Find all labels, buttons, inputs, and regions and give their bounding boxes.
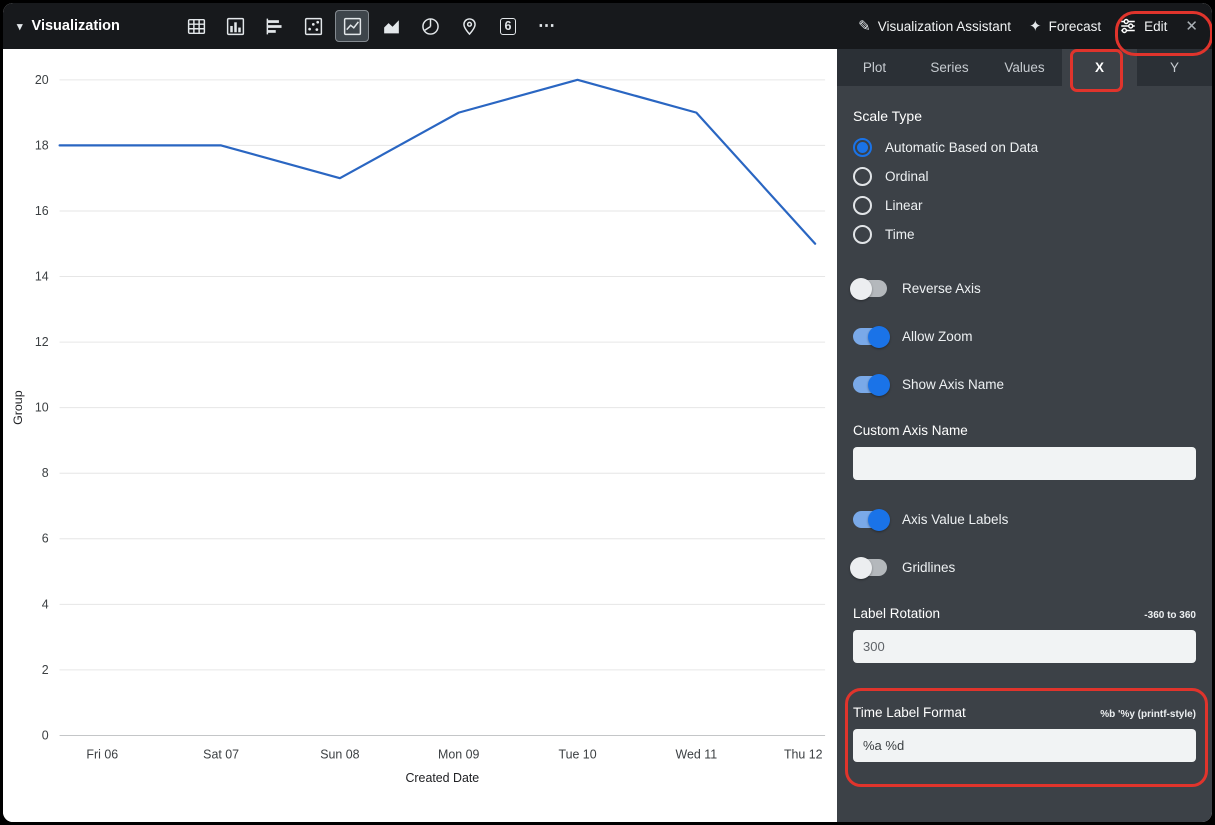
toggle-reverse-axis[interactable]: Reverse Axis <box>850 277 1196 300</box>
area-chart-button[interactable] <box>374 10 408 42</box>
sparkle-icon: ✦ <box>1029 18 1042 35</box>
close-icon[interactable]: ✕ <box>1185 18 1198 35</box>
more-chart-types-button[interactable]: ⋯ <box>530 10 564 42</box>
toggle-switch <box>850 556 887 579</box>
chart-type-switcher: 6 ⋯ <box>179 10 564 42</box>
label-rotation-field: Label Rotation -360 to 360 <box>853 606 1196 663</box>
time-label-format-hint: %b '%y (printf-style) <box>1100 709 1196 720</box>
area-chart-icon <box>383 19 399 33</box>
visualization-assistant-button[interactable]: ✎ Visualization Assistant <box>858 17 1011 35</box>
line-chart-area[interactable]: 0 2 4 6 8 10 12 14 16 18 20 Fri 06 Sat 07 Sun 08 Mon 0… <box>3 49 837 822</box>
panel-tabs: Plot Series Values X Y <box>837 49 1212 86</box>
visualization-dropdown[interactable]: ▾ Visualization <box>17 18 169 34</box>
radio-icon <box>853 138 872 157</box>
more-options-icon: ⋯ <box>538 16 556 35</box>
svg-text:4: 4 <box>42 597 49 611</box>
toggle-show-axis-name[interactable]: Show Axis Name <box>853 373 1196 396</box>
single-value-button[interactable]: 6 <box>491 10 525 42</box>
svg-text:6: 6 <box>42 532 49 546</box>
toggle-gridlines[interactable]: Gridlines <box>850 556 1196 579</box>
toolbar-right-group: ✎ Visualization Assistant ✦ Forecast Edi… <box>858 17 1198 35</box>
line-chart-button[interactable] <box>335 10 369 42</box>
svg-text:8: 8 <box>42 466 49 480</box>
radio-icon <box>853 196 872 215</box>
svg-text:Mon 09: Mon 09 <box>438 747 479 761</box>
toggle-axis-value-labels[interactable]: Axis Value Labels <box>853 508 1196 531</box>
visualization-toolbar: ▾ Visualization <box>3 3 1212 49</box>
pie-chart-button[interactable] <box>413 10 447 42</box>
line-chart-svg: 0 2 4 6 8 10 12 14 16 18 20 Fri 06 Sat 07 Sun 08 Mon 0… <box>11 73 826 785</box>
tab-plot[interactable]: Plot <box>837 49 912 86</box>
svg-text:12: 12 <box>35 335 49 349</box>
custom-axis-name-label: Custom Axis Name <box>853 423 968 438</box>
bar-chart-icon <box>266 18 282 34</box>
tab-x[interactable]: X <box>1062 49 1137 86</box>
tab-y[interactable]: Y <box>1137 49 1212 86</box>
svg-text:Wed 11: Wed 11 <box>676 747 718 761</box>
label-rotation-input[interactable] <box>853 630 1196 663</box>
toggle-switch <box>853 508 890 531</box>
radio-linear[interactable]: Linear <box>853 191 1196 220</box>
label-rotation-hint: -360 to 360 <box>1144 610 1196 621</box>
label-rotation-label: Label Rotation <box>853 606 941 621</box>
line-chart-icon <box>343 17 361 35</box>
svg-text:Thu 12: Thu 12 <box>784 747 823 761</box>
column-chart-button[interactable] <box>218 10 252 42</box>
app-window: ▾ Visualization <box>3 3 1212 822</box>
scatter-plot-button[interactable] <box>296 10 330 42</box>
panel-body: Scale Type Automatic Based on Data Ordin… <box>837 86 1212 762</box>
time-label-format-label: Time Label Format <box>853 705 966 720</box>
svg-text:20: 20 <box>35 73 49 87</box>
forecast-button[interactable]: ✦ Forecast <box>1029 17 1101 35</box>
radio-time[interactable]: Time <box>853 220 1196 249</box>
custom-axis-name-field: Custom Axis Name <box>853 423 1196 480</box>
tab-series[interactable]: Series <box>912 49 987 86</box>
pie-chart-icon <box>421 17 439 35</box>
bar-chart-button[interactable] <box>257 10 291 42</box>
map-pin-icon <box>462 17 476 35</box>
toggle-switch <box>850 277 887 300</box>
table-chart-button[interactable] <box>179 10 213 42</box>
forecast-label: Forecast <box>1048 18 1102 34</box>
svg-text:Sat 07: Sat 07 <box>203 747 239 761</box>
svg-text:2: 2 <box>42 663 49 677</box>
column-chart-icon <box>226 17 244 35</box>
svg-text:Fri 06: Fri 06 <box>86 747 118 761</box>
edit-panel: Plot Series Values X Y Scale Type Automa… <box>837 49 1212 822</box>
toggle-allow-zoom[interactable]: Allow Zoom <box>853 325 1196 348</box>
visualization-title: Visualization <box>31 18 120 34</box>
svg-text:Group: Group <box>11 390 25 425</box>
caret-down-icon: ▾ <box>17 20 23 33</box>
time-label-format-field: Time Label Format %b '%y (printf-style) <box>853 705 1196 762</box>
svg-text:10: 10 <box>35 401 49 415</box>
radio-icon <box>853 167 872 186</box>
toggle-switch <box>853 373 890 396</box>
edit-button[interactable]: Edit <box>1119 17 1167 35</box>
svg-text:Created Date: Created Date <box>405 771 479 785</box>
radio-icon <box>853 225 872 244</box>
svg-text:Tue 10: Tue 10 <box>558 747 596 761</box>
scale-type-label: Scale Type <box>853 108 923 124</box>
table-icon <box>187 18 205 34</box>
svg-text:16: 16 <box>35 204 49 218</box>
tab-values[interactable]: Values <box>987 49 1062 86</box>
edit-label: Edit <box>1144 18 1168 34</box>
single-value-icon: 6 <box>499 17 517 35</box>
map-button[interactable] <box>452 10 486 42</box>
radio-automatic-based-on-data[interactable]: Automatic Based on Data <box>853 133 1196 162</box>
assistant-label: Visualization Assistant <box>877 18 1012 34</box>
custom-axis-name-input[interactable] <box>853 447 1196 480</box>
toggle-switch <box>853 325 890 348</box>
tune-icon <box>1121 18 1135 34</box>
svg-text:14: 14 <box>35 269 49 283</box>
scatter-plot-icon <box>304 17 322 35</box>
svg-text:0: 0 <box>42 728 49 742</box>
main-area: 0 2 4 6 8 10 12 14 16 18 20 Fri 06 Sat 07 Sun 08 Mon 0… <box>3 49 1212 822</box>
svg-text:18: 18 <box>35 138 49 152</box>
radio-ordinal[interactable]: Ordinal <box>853 162 1196 191</box>
svg-text:Sun 08: Sun 08 <box>320 747 359 761</box>
magic-pencil-icon: ✎ <box>858 18 871 35</box>
time-label-format-input[interactable] <box>853 729 1196 762</box>
